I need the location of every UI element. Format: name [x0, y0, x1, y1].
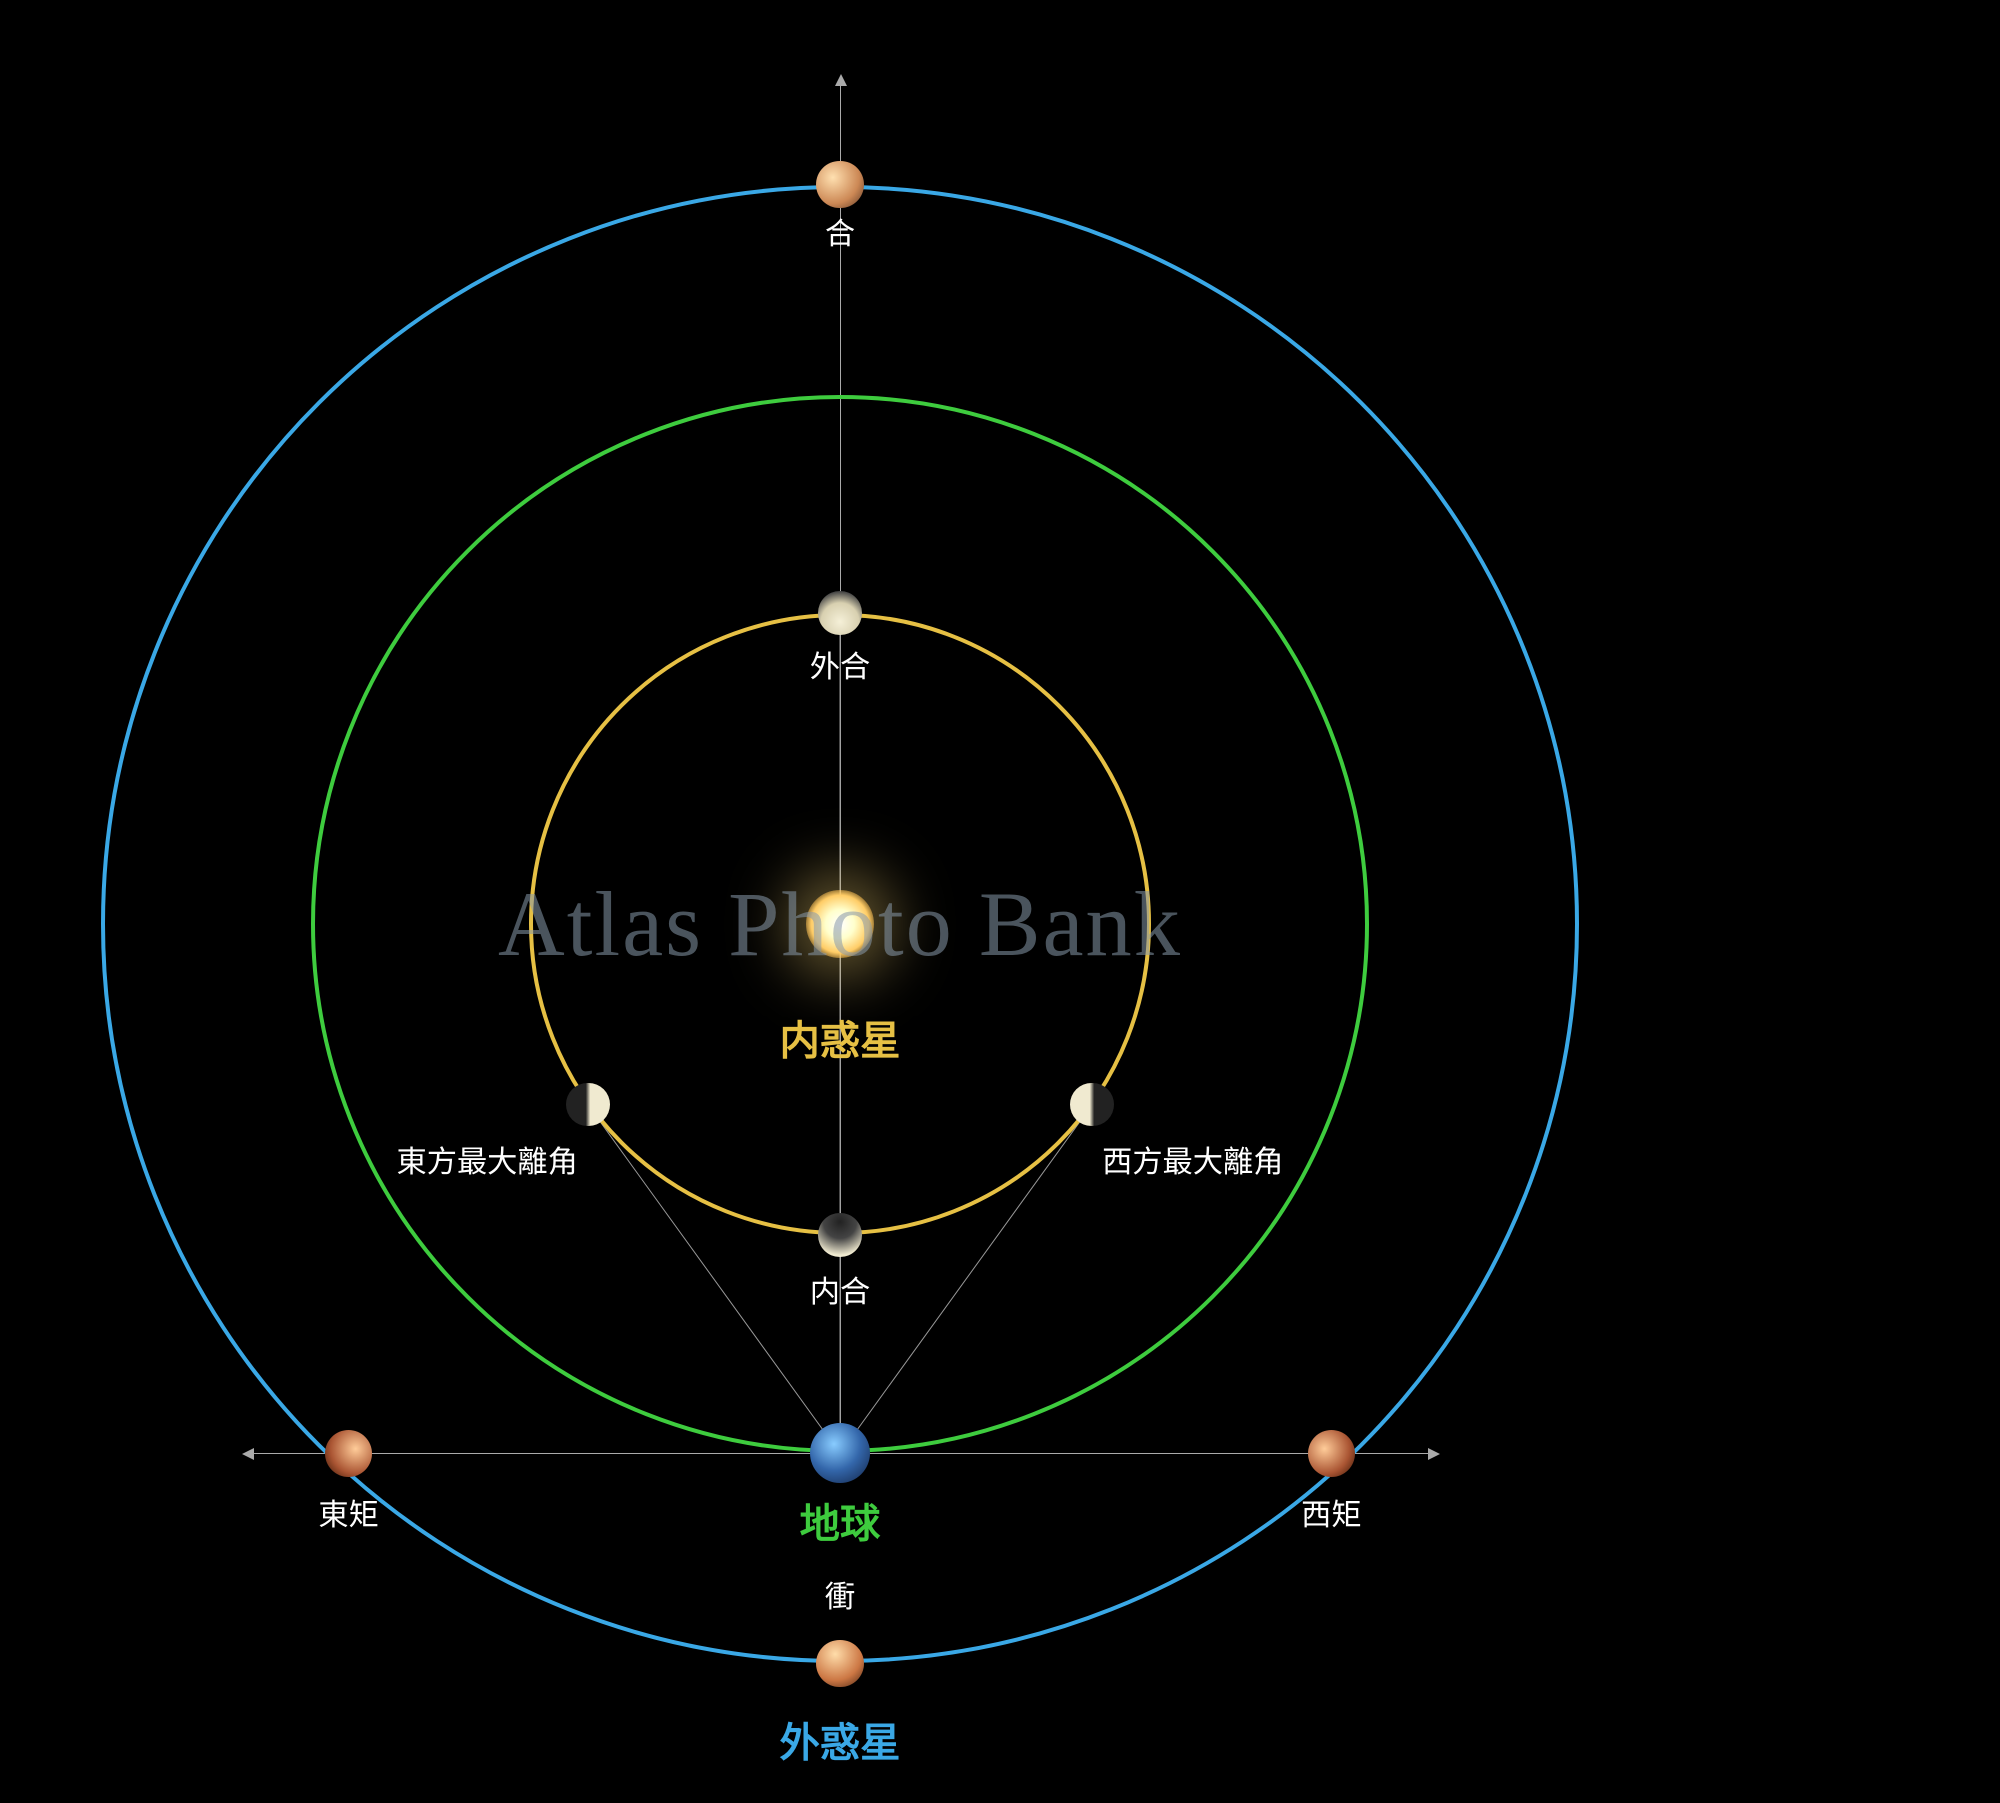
label-elong_east: 東方最大離角	[396, 1137, 577, 1181]
planet-inferior_conj	[818, 1213, 862, 1257]
label-elong_west: 西方最大離角	[1102, 1137, 1283, 1181]
planet-elong_east	[566, 1083, 610, 1127]
label-opposition: 衝	[825, 1572, 855, 1616]
axis-arrow-up	[835, 74, 847, 86]
label-inner_planet: 内惑星	[780, 1008, 901, 1067]
label-earth: 地球	[800, 1491, 881, 1550]
planet-opposition	[816, 1640, 863, 1687]
planet-superior_conj	[818, 591, 862, 635]
axis-arrow-left	[242, 1448, 254, 1460]
axis-arrow-right	[1428, 1448, 1440, 1460]
label-quad_east: 東矩	[318, 1490, 378, 1534]
watermark-text: Atlas Photo Bank	[498, 871, 1182, 977]
planet-conjunction	[816, 161, 863, 208]
label-superior_conj: 外合	[810, 642, 870, 686]
label-outer_planet: 外惑星	[780, 1709, 901, 1768]
planet-elong_west	[1070, 1083, 1114, 1127]
planet-quad_east	[325, 1430, 372, 1477]
planet-configuration-diagram: Atlas Photo Bank 合外合内惑星東方最大離角 西方最大離角内合地球 東矩…	[0, 0, 2000, 1803]
label-conjunction: 合	[825, 209, 855, 253]
label-quad_west: 西矩	[1301, 1490, 1361, 1534]
label-inferior_conj: 内合	[810, 1267, 870, 1311]
planet-quad_west	[1308, 1430, 1355, 1477]
